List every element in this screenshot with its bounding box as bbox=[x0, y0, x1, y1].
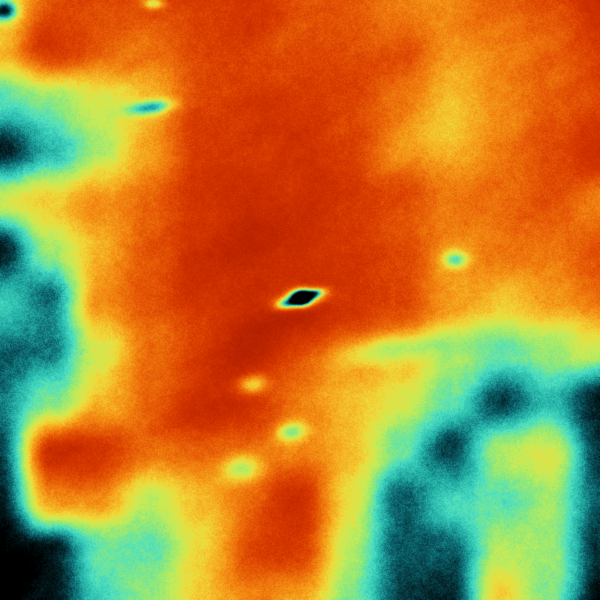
infrared-satellite-image bbox=[0, 0, 600, 600]
satellite-image-frame bbox=[0, 0, 600, 600]
